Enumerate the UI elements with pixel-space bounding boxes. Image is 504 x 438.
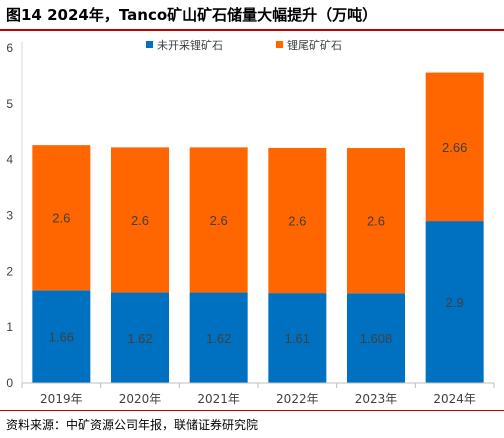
data-label: 2.6 — [131, 213, 149, 228]
bar-segment — [268, 147, 327, 294]
data-label: 1.62 — [206, 331, 231, 346]
legend-swatch — [276, 41, 283, 48]
data-label: 2.66 — [442, 140, 467, 155]
data-label: 2.6 — [367, 214, 385, 229]
y-tick-label: 1 — [6, 320, 13, 334]
bar-segment — [347, 148, 405, 294]
bar-segment — [32, 145, 91, 291]
bar-segment — [425, 221, 484, 383]
bar-segment — [189, 147, 248, 293]
x-tick-label: 2019年 — [40, 392, 83, 406]
data-label: 1.62 — [127, 331, 152, 346]
data-label: 2.6 — [52, 211, 70, 226]
data-label: 2.6 — [210, 213, 228, 228]
y-tick-label: 4 — [6, 153, 13, 167]
bar-segment — [189, 292, 248, 383]
y-tick-label: 6 — [6, 41, 13, 55]
stacked-bar-chart: 未开采锂矿石 锂尾矿矿石 0 1 2 3 4 5 6 1.66 2.6 1.62 2.6 1.62 2.… — [6, 38, 495, 406]
legend: 未开采锂矿石 锂尾矿矿石 — [146, 38, 342, 52]
title-divider — [0, 29, 504, 31]
y-tick-label: 2 — [6, 264, 13, 278]
source-note: 资料来源：中矿资源公司年报，联储证券研究院 — [6, 418, 259, 432]
data-label: 2.6 — [288, 214, 306, 229]
bar-segment — [111, 147, 169, 293]
data-label: 1.61 — [285, 331, 310, 346]
legend-label: 锂尾矿矿石 — [287, 38, 342, 52]
x-tick-label: 2022年 — [276, 392, 319, 406]
bar-segment — [347, 293, 405, 383]
y-tick-label: 3 — [6, 209, 13, 223]
x-tick-label: 2020年 — [119, 392, 162, 406]
bar-segment — [268, 293, 327, 383]
bar-segment — [425, 72, 484, 222]
x-tick-label: 2023年 — [355, 392, 398, 406]
legend-label: 未开采锂矿石 — [157, 38, 223, 52]
x-axis: 2019年 2020年 2021年 2022年 2023年 2024年 — [21, 382, 495, 406]
bars: 1.66 2.6 1.62 2.6 1.62 2.6 1.61 2.6 1.608 2.6 2.9 2… — [32, 72, 484, 383]
source-divider — [0, 410, 504, 411]
legend-swatch — [146, 41, 153, 48]
data-label: 2.9 — [446, 295, 464, 310]
bar-segment — [32, 290, 91, 383]
y-tick-label: 0 — [6, 376, 13, 390]
y-axis: 0 1 2 3 4 5 6 — [6, 41, 23, 390]
x-tick-label: 2021年 — [197, 392, 240, 406]
y-tick-label: 5 — [6, 97, 13, 111]
bar-segment — [111, 292, 169, 383]
data-label: 1.66 — [49, 330, 74, 345]
data-label: 1.608 — [360, 331, 393, 346]
x-tick-label: 2024年 — [433, 392, 476, 406]
chart-title: 图14 2024年，Tanco矿山矿石储量大幅提升（万吨） — [6, 6, 378, 24]
